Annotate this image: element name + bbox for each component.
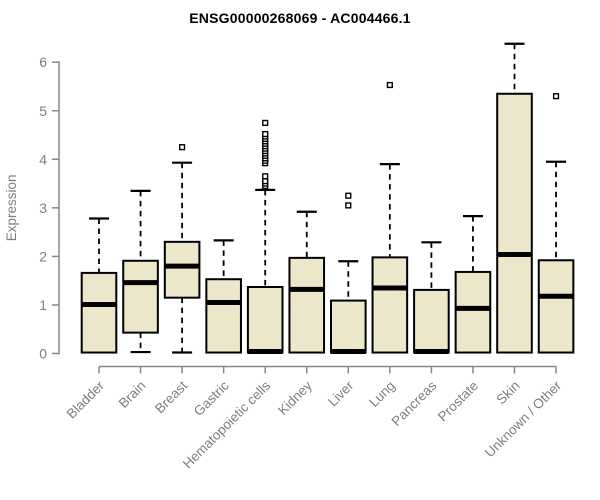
box-liver (330, 192, 367, 355)
box-bladder (80, 217, 118, 354)
x-tick-label: Lung (366, 378, 398, 410)
boxplot-svg: 0 1 2 3 4 5 6 Expression Bladder Brain Breast Gastr… (4, 42, 575, 471)
box-lung (371, 81, 409, 354)
y-axis: 0 1 2 3 4 5 6 Expression (4, 54, 60, 362)
x-tick-label: Unknown / Other (482, 378, 565, 461)
box-skin (496, 42, 533, 354)
outlier-point (552, 93, 560, 100)
outlier-point (386, 81, 393, 89)
iqr-box (163, 240, 201, 299)
x-tick-label: Bladder (64, 378, 108, 422)
y-tick-label: 0 (39, 346, 47, 362)
iqr-box (205, 278, 242, 354)
y-tick-label: 6 (39, 54, 47, 70)
y-axis-title: Expression (4, 174, 19, 241)
iqr-box (330, 299, 367, 354)
box-unknown-other (537, 93, 575, 354)
box-kidney (288, 210, 326, 354)
iqr-box (122, 259, 159, 334)
outlier-point (262, 173, 269, 180)
x-tick-label: Kidney (275, 378, 315, 418)
iqr-box (80, 271, 118, 354)
outlier-point (345, 202, 352, 209)
x-tick-label: Pancreas (389, 378, 440, 429)
x-tick-label: Skin (493, 378, 522, 407)
y-tick-label: 5 (39, 103, 47, 119)
box-gastric (205, 239, 242, 354)
box-brain (122, 189, 159, 354)
outlier-point (262, 119, 269, 126)
x-tick-label: Breast (152, 378, 190, 416)
y-tick-label: 2 (39, 248, 47, 264)
x-tick-label: Gastric (191, 378, 232, 419)
box-pancreas (413, 241, 450, 355)
iqr-box (454, 270, 492, 354)
iqr-box (537, 259, 575, 354)
iqr-box (246, 285, 284, 354)
iqr-box (371, 256, 409, 354)
outlier-point (178, 144, 186, 151)
x-tick-label: Liver (325, 378, 357, 410)
iqr-box (496, 92, 533, 354)
y-tick-label: 3 (39, 200, 47, 216)
x-tick-label: Brain (116, 378, 149, 411)
x-tick-label: Prostate (435, 378, 481, 424)
box-breast (163, 144, 201, 354)
box-prostate (454, 215, 492, 354)
outlier-point (345, 192, 352, 199)
iqr-box (288, 256, 326, 354)
iqr-box (413, 288, 450, 354)
chart-title: ENSG00000268069 - AC004466.1 (189, 10, 411, 26)
y-tick-label: 1 (39, 297, 47, 313)
y-tick-label: 4 (39, 151, 47, 167)
outlier-point (262, 178, 269, 185)
box-hematopoietic-cells (246, 119, 284, 355)
outlier-point (262, 130, 269, 138)
